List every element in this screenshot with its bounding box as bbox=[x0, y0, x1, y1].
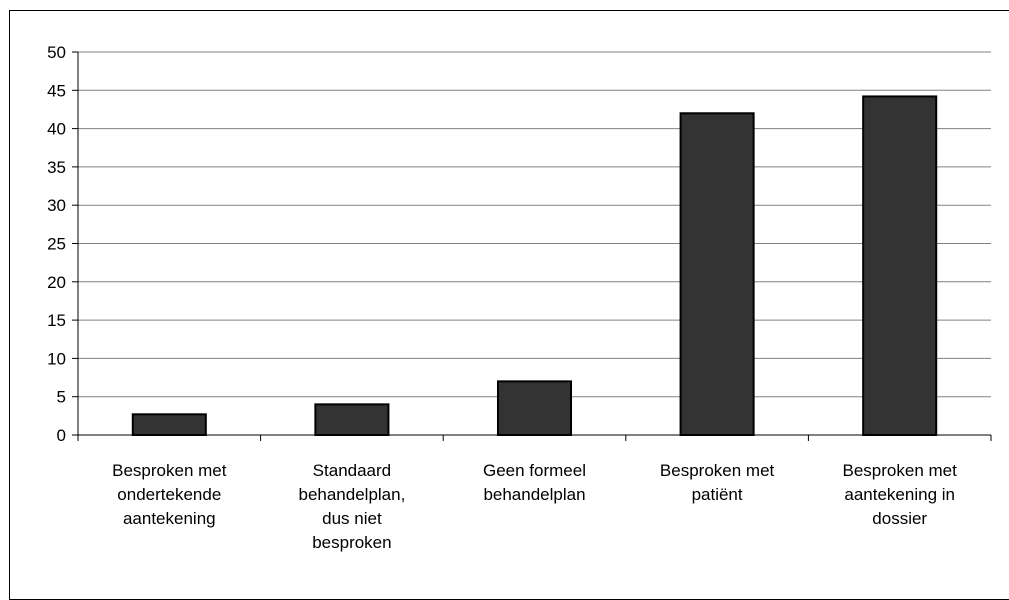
y-tick-label: 25 bbox=[47, 235, 66, 254]
x-category-label: Besproken met bbox=[660, 461, 775, 480]
chart-frame bbox=[9, 10, 1009, 600]
bar bbox=[131, 413, 207, 436]
bar bbox=[862, 95, 938, 436]
y-tick-label: 20 bbox=[47, 273, 66, 292]
x-category-label: Besproken met bbox=[112, 461, 227, 480]
x-category-label: Geen formeel bbox=[483, 461, 586, 480]
y-tick-label: 5 bbox=[57, 388, 66, 407]
x-category-label: aantekening bbox=[123, 509, 216, 528]
x-category-label: dossier bbox=[872, 509, 927, 528]
x-category-label: behandelplan bbox=[483, 485, 585, 504]
bar bbox=[496, 380, 573, 437]
y-tick-label: 10 bbox=[47, 349, 66, 368]
bar bbox=[314, 403, 390, 436]
x-category-label: Standaard bbox=[313, 461, 391, 480]
y-tick-label: 45 bbox=[47, 81, 66, 100]
y-tick-label: 30 bbox=[47, 196, 66, 215]
y-tick-label: 35 bbox=[47, 158, 66, 177]
y-tick-label: 40 bbox=[47, 120, 66, 139]
x-category-label: behandelplan, bbox=[298, 485, 405, 504]
x-category-label: Besproken met bbox=[843, 461, 958, 480]
x-category-label: dus niet bbox=[322, 509, 382, 528]
x-category-label: aantekening in bbox=[844, 485, 955, 504]
x-category-label: patiënt bbox=[692, 485, 743, 504]
x-category-label: besproken bbox=[312, 533, 391, 552]
y-tick-label: 50 bbox=[47, 43, 66, 62]
y-tick-label: 0 bbox=[57, 426, 66, 445]
x-category-label: ondertekende bbox=[117, 485, 221, 504]
bar bbox=[679, 112, 755, 436]
y-tick-label: 15 bbox=[47, 311, 66, 330]
